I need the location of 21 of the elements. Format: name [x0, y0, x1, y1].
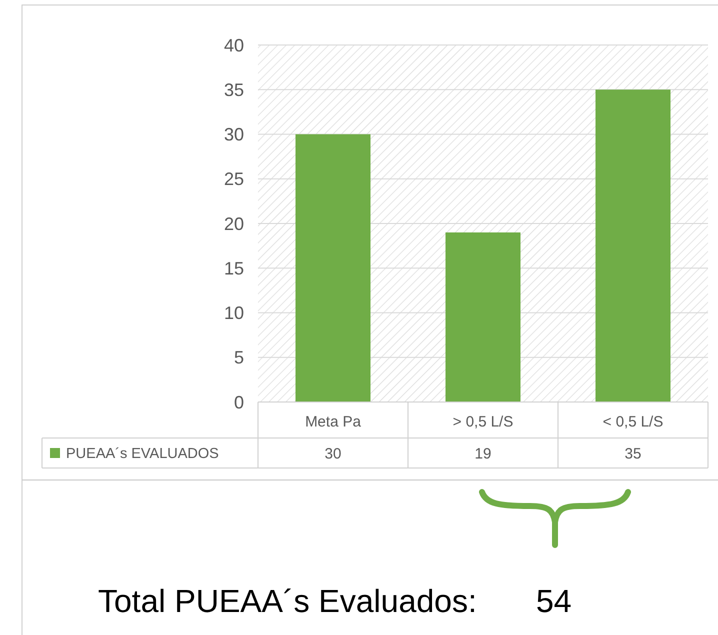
y-tick-label: 0 — [234, 392, 244, 412]
data-label: 19 — [474, 445, 492, 462]
legend-label: PUEAA´s EVALUADOS — [66, 446, 219, 462]
text: Total PUEAA´s Evaluados: — [98, 583, 477, 619]
y-tick-label: 35 — [224, 80, 244, 100]
y-tick-label: 30 — [224, 124, 244, 145]
y-tick-label: 10 — [224, 303, 244, 324]
y-tick-label: 5 — [234, 348, 244, 368]
x-tick-label: < 0,5 L/S — [602, 413, 664, 430]
bar — [446, 232, 520, 402]
y-tick-label: 20 — [224, 214, 244, 234]
x-tick-label: > 0,5 L/S — [452, 413, 514, 430]
y-tick-label: 15 — [224, 258, 244, 278]
bar — [596, 90, 670, 402]
data-label: 30 — [324, 445, 342, 462]
y-tick-label: 40 — [224, 35, 244, 56]
data-label: 35 — [624, 445, 642, 462]
x-tick-label: Meta Pa — [305, 413, 362, 430]
bar — [296, 134, 370, 402]
text: 54 — [536, 583, 572, 619]
y-tick-label: 25 — [224, 169, 244, 190]
